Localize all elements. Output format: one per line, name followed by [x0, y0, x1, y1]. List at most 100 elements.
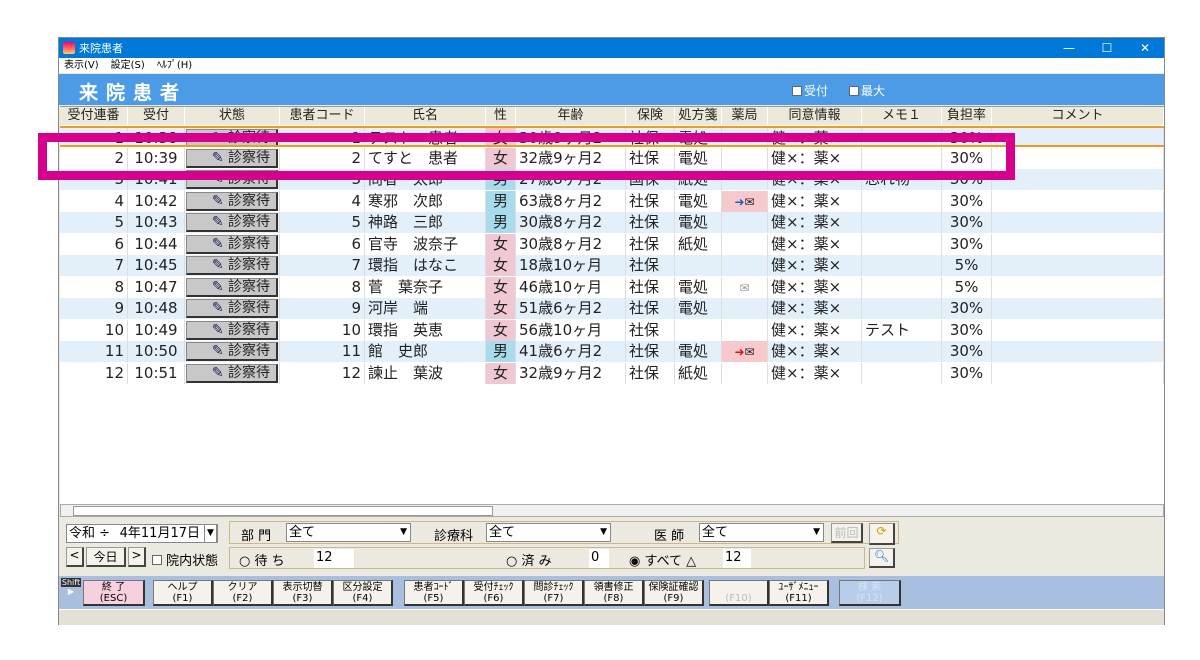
- status-button[interactable]: ✎ 診察待: [186, 363, 278, 383]
- column-header-patient-name[interactable]: 氏名: [365, 107, 486, 125]
- patient-name-cell: 河岸 端: [365, 298, 486, 319]
- column-header-reception-time[interactable]: 受付: [128, 107, 185, 125]
- innai-checkbox[interactable]: 院内状態: [152, 550, 218, 569]
- column-header-status[interactable]: 状態: [185, 107, 280, 125]
- column-header-patient-code[interactable]: 患者コード: [280, 107, 365, 125]
- fkey-f12[interactable]: 検 索 (F12): [839, 580, 901, 606]
- fkey-f5[interactable]: 患者ｺｰﾄﾞ (F5): [404, 580, 464, 606]
- date-field[interactable]: 令和 ÷ 4年11月17日 ▼: [66, 524, 218, 543]
- column-header-insurance[interactable]: 保険: [626, 107, 675, 125]
- status-button[interactable]: ✎ 診察待: [186, 234, 278, 254]
- refresh-button[interactable]: ⟳: [869, 523, 895, 545]
- fkey-f7[interactable]: 問診ﾁｪｯｸ (F7): [524, 580, 584, 606]
- scroll-thumb[interactable]: [73, 506, 493, 516]
- status-button[interactable]: ✎ 診察待: [186, 277, 278, 297]
- column-header-sex[interactable]: 性: [486, 107, 516, 125]
- table-row[interactable]: 10 10:49 ✎ 診察待 10 環指 英恵女 56歳10ヶ月 社保 健×：薬× テスト 30%: [60, 319, 1164, 341]
- status-button[interactable]: ✎ 診察待: [186, 342, 278, 361]
- fkey-f2[interactable]: クリア (F2): [213, 580, 273, 606]
- reception-time-cell: 10:47: [128, 276, 185, 298]
- horizontal-scrollbar[interactable]: [60, 504, 1164, 517]
- fkey-f1[interactable]: ヘルプ (F1): [153, 580, 213, 606]
- today-button[interactable]: 今日: [86, 547, 126, 567]
- menu-view[interactable]: 表示(V): [64, 60, 99, 71]
- status-cell[interactable]: ✎ 診察待: [185, 298, 280, 319]
- column-header-memo[interactable]: メモ１: [862, 107, 942, 125]
- column-header-prescription[interactable]: 処方箋: [675, 107, 722, 125]
- column-header-age[interactable]: 年齢: [516, 107, 626, 125]
- table-row[interactable]: 2 10:39 ✎ 診察待 2 てすと 患者女 32歳9ヶ月2 社保 電処 健×：薬× 30%: [60, 147, 1164, 169]
- fkey-f8[interactable]: 領書修正 (F8): [584, 580, 644, 606]
- status-button[interactable]: ✎ 診察待: [186, 213, 278, 232]
- ka-select[interactable]: 全て ▼: [486, 523, 611, 542]
- table-row[interactable]: 9 10:48 ✎ 診察待 9 河岸 端女 51歳6ヶ月2 社保 電処 健×：薬× 30%: [60, 298, 1164, 319]
- table-row[interactable]: 5 10:43 ✎ 診察待 5 神路 三郎男 30歳8ヶ月2 社保 電処 健×：薬× 30%: [60, 212, 1164, 233]
- status-cell[interactable]: ✎ 診察待: [185, 341, 280, 362]
- column-header-comment[interactable]: コメント: [992, 107, 1164, 125]
- status-button[interactable]: ✎ 診察待: [186, 299, 278, 318]
- status-cell[interactable]: ✎ 診察待: [185, 147, 280, 169]
- status-cell[interactable]: ✎ 診察待: [185, 276, 280, 298]
- fkey-code: (F4): [352, 593, 373, 604]
- menu-settings[interactable]: 設定(S): [110, 60, 145, 71]
- column-header-pharmacy[interactable]: 薬局: [722, 107, 768, 125]
- fkey-f4[interactable]: 区分設定 (F4): [333, 580, 393, 606]
- fkey-f11[interactable]: ﾕｰｻﾞﾒﾆｭｰ (F11): [769, 580, 829, 606]
- shift-toggle[interactable]: Shift ▶: [60, 578, 82, 606]
- status-button[interactable]: ✎ 診察待: [186, 148, 278, 168]
- status-cell[interactable]: ✎ 診察待: [185, 255, 280, 276]
- era-spinner-icon[interactable]: ÷: [99, 526, 110, 541]
- fkey-f9[interactable]: 保険証確認 (F9): [644, 580, 704, 606]
- menu-help[interactable]: ﾍﾙﾌﾟ(H): [156, 60, 193, 71]
- status-cell[interactable]: ✎ 診察待: [185, 190, 280, 212]
- search-button[interactable]: 🔍︎: [869, 548, 895, 568]
- send-red-icon[interactable]: ➜✉: [734, 345, 755, 359]
- done-radio[interactable]: ○ 済 み: [506, 554, 552, 569]
- fkey-label: ﾕｰｻﾞﾒﾆｭｰ: [778, 582, 819, 593]
- status-cell[interactable]: ✎ 診察待: [185, 362, 280, 384]
- max-checkbox[interactable]: 最大: [849, 82, 885, 99]
- copay-rate-cell: 30%: [942, 341, 992, 362]
- status-button[interactable]: ✎ 診察待: [186, 320, 278, 340]
- fkey-f3[interactable]: 表示切替 (F3): [273, 580, 333, 606]
- close-button[interactable]: ✕: [1139, 41, 1151, 55]
- send-blue-icon[interactable]: ➜✉: [734, 194, 755, 209]
- table-row[interactable]: 8 10:47 ✎ 診察待 8 菅 葉奈子女 46歳10ヶ月 社保 電処 ✉ 健×：薬× 5%: [60, 276, 1164, 298]
- fkey-f6[interactable]: 受付ﾁｪｯｸ (F6): [464, 580, 524, 606]
- table-row[interactable]: 4 10:42 ✎ 診察待 4 寒邪 次郎男 63歳8ヶ月2 社保 電処 ➜✉ 健×：薬× 30%: [60, 190, 1164, 212]
- doctor-select[interactable]: 全て ▼: [699, 523, 824, 542]
- reception-no-cell: 7: [60, 255, 128, 276]
- shift-label: Shift: [60, 578, 82, 587]
- prescription-cell: 電処: [675, 190, 722, 212]
- status-label: 診察待: [228, 192, 270, 209]
- maximize-button[interactable]: ☐: [1101, 41, 1113, 55]
- table-row[interactable]: 11 10:50 ✎ 診察待 11 館 史郎男 41歳6ヶ月2 社保 電処 ➜✉ 健×：薬× 30%: [60, 341, 1164, 362]
- status-button[interactable]: ✎ 診察待: [186, 191, 278, 211]
- prev-day-button[interactable]: <: [66, 547, 84, 567]
- comment-cell: [992, 341, 1164, 362]
- all-radio[interactable]: ◉ すべて △: [629, 554, 697, 569]
- fkey-esc[interactable]: 終 了 (ESC): [83, 580, 145, 606]
- fkey-f10[interactable]: (F10): [709, 580, 769, 606]
- reception-checkbox[interactable]: 受付: [792, 82, 828, 99]
- minimize-button[interactable]: —: [1063, 41, 1075, 55]
- column-header-reception-no[interactable]: 受付連番: [60, 107, 128, 125]
- table-row[interactable]: 12 10:51 ✎ 診察待 12 諫止 葉波女 32歳9ヶ月2 社保 紙処 健×：薬× 30%: [60, 362, 1164, 384]
- date-dropdown-icon[interactable]: ▼: [204, 524, 217, 543]
- dept-select[interactable]: 全て ▼: [286, 523, 411, 542]
- memo-cell: [862, 147, 942, 169]
- table-row[interactable]: 7 10:45 ✎ 診察待 7 環指 はなこ女 18歳10ヶ月 社保 健×：薬× 5%: [60, 255, 1164, 276]
- status-cell[interactable]: ✎ 診察待: [185, 233, 280, 255]
- envelope-open-icon[interactable]: ✉: [739, 280, 750, 295]
- table-row[interactable]: 6 10:44 ✎ 診察待 6 官寺 波奈子女 30歳8ヶ月2 社保 紙処 健×：薬× 30%: [60, 233, 1164, 255]
- status-cell[interactable]: ✎ 診察待: [185, 319, 280, 341]
- copay-rate-cell: 30%: [942, 362, 992, 384]
- status-cell[interactable]: ✎ 診察待: [185, 212, 280, 233]
- wait-radio[interactable]: ○ 待 ち: [239, 554, 285, 569]
- column-header-copay-rate[interactable]: 負担率: [942, 107, 992, 125]
- copay-rate-cell: 5%: [942, 276, 992, 298]
- next-day-button[interactable]: >: [128, 547, 146, 567]
- status-button[interactable]: ✎ 診察待: [186, 256, 278, 275]
- prev-visit-button[interactable]: 前回: [831, 523, 863, 543]
- column-header-consent-info[interactable]: 同意情報: [768, 107, 862, 125]
